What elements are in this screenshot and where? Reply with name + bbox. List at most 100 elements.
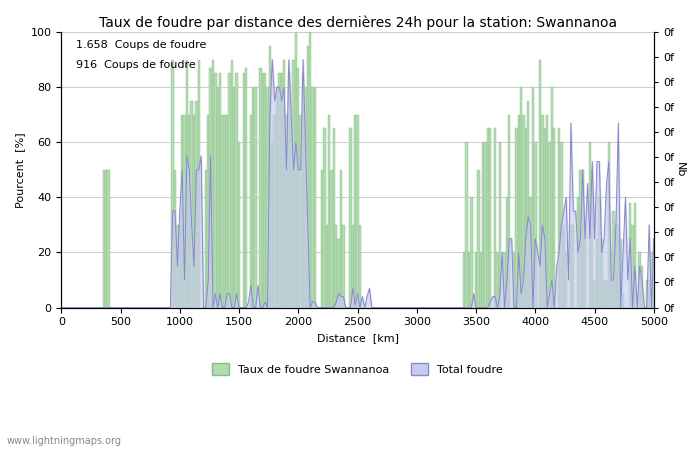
Bar: [328, 115, 330, 307]
Bar: [295, 32, 297, 307]
Bar: [269, 46, 271, 307]
Bar: [259, 68, 262, 307]
Bar: [245, 68, 247, 307]
Bar: [505, 198, 508, 307]
Bar: [323, 128, 326, 307]
Bar: [596, 238, 598, 307]
Text: 1.658  Coups de foudre: 1.658 Coups de foudre: [76, 40, 206, 50]
Legend: Taux de foudre Swannanoa, Total foudre: Taux de foudre Swannanoa, Total foudre: [208, 359, 507, 379]
Bar: [176, 225, 178, 307]
Bar: [496, 252, 498, 307]
Bar: [486, 128, 489, 307]
Bar: [264, 73, 266, 307]
Bar: [235, 73, 238, 307]
Bar: [274, 115, 276, 307]
Bar: [645, 280, 648, 307]
X-axis label: Distance  [km]: Distance [km]: [316, 333, 398, 343]
Bar: [622, 294, 624, 307]
Bar: [603, 280, 606, 307]
Bar: [527, 101, 529, 307]
Bar: [204, 170, 207, 307]
Bar: [330, 170, 332, 307]
Bar: [480, 252, 482, 307]
Bar: [172, 59, 174, 307]
Bar: [648, 280, 650, 307]
Bar: [195, 101, 197, 307]
Bar: [610, 252, 612, 307]
Bar: [212, 59, 214, 307]
Bar: [532, 87, 534, 307]
Bar: [652, 238, 655, 307]
Bar: [188, 115, 190, 307]
Bar: [539, 59, 541, 307]
Bar: [553, 128, 556, 307]
Bar: [349, 128, 351, 307]
Bar: [591, 170, 594, 307]
Bar: [489, 128, 491, 307]
Bar: [103, 170, 105, 307]
Bar: [594, 280, 596, 307]
Bar: [498, 142, 501, 307]
Bar: [288, 73, 290, 307]
Bar: [494, 128, 496, 307]
Bar: [214, 73, 216, 307]
Bar: [314, 87, 316, 307]
Bar: [243, 73, 245, 307]
Bar: [290, 115, 293, 307]
Bar: [634, 203, 636, 307]
Bar: [221, 115, 223, 307]
Bar: [475, 252, 477, 307]
Bar: [558, 128, 560, 307]
Bar: [560, 142, 563, 307]
Bar: [174, 170, 176, 307]
Bar: [520, 87, 522, 307]
Bar: [638, 252, 640, 307]
Bar: [565, 252, 567, 307]
Text: 916  Coups de foudre: 916 Coups de foudre: [76, 59, 196, 70]
Y-axis label: Nb: Nb: [675, 162, 685, 177]
Bar: [255, 87, 257, 307]
Bar: [340, 170, 342, 307]
Bar: [577, 198, 579, 307]
Bar: [466, 142, 468, 307]
Bar: [312, 87, 314, 307]
Bar: [551, 87, 553, 307]
Bar: [546, 115, 548, 307]
Bar: [598, 198, 601, 307]
Bar: [515, 128, 517, 307]
Bar: [572, 225, 575, 307]
Bar: [503, 252, 505, 307]
Bar: [209, 68, 212, 307]
Bar: [484, 142, 486, 307]
Bar: [525, 128, 527, 307]
Bar: [307, 46, 309, 307]
Bar: [522, 115, 525, 307]
Bar: [606, 280, 608, 307]
Bar: [183, 115, 186, 307]
Bar: [631, 225, 634, 307]
Bar: [231, 59, 233, 307]
Bar: [105, 170, 108, 307]
Bar: [482, 142, 484, 307]
Bar: [108, 170, 110, 307]
Bar: [335, 225, 337, 307]
Bar: [579, 170, 582, 307]
Bar: [563, 225, 565, 307]
Bar: [582, 170, 584, 307]
Bar: [359, 225, 361, 307]
Bar: [266, 87, 269, 307]
Bar: [608, 142, 610, 307]
Bar: [620, 238, 622, 307]
Bar: [477, 170, 480, 307]
Bar: [589, 142, 591, 307]
Bar: [297, 68, 300, 307]
Bar: [238, 142, 240, 307]
Bar: [508, 115, 510, 307]
Bar: [181, 115, 183, 307]
Bar: [286, 115, 288, 307]
Bar: [337, 238, 340, 307]
Bar: [300, 115, 302, 307]
Bar: [276, 87, 278, 307]
Bar: [463, 252, 466, 307]
Bar: [293, 59, 295, 307]
